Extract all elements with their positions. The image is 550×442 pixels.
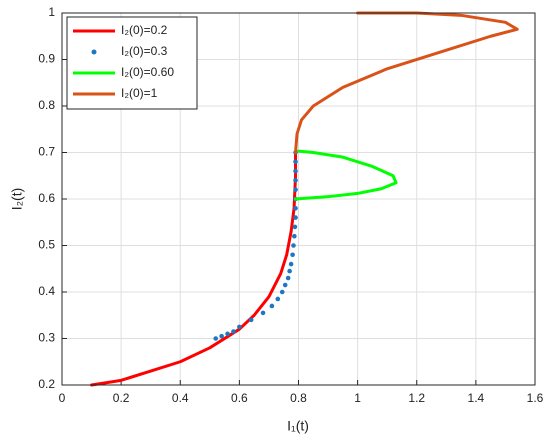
data-point [237, 324, 242, 330]
x-tick-label: 0.6 [231, 391, 248, 405]
x-tick-label: 0.4 [172, 391, 189, 405]
y-tick-label: 0.7 [38, 145, 55, 159]
data-point [285, 275, 291, 281]
data-line [90, 151, 298, 387]
y-tick-label: 0.6 [38, 191, 55, 205]
data-point [291, 243, 296, 248]
data-point [282, 282, 288, 288]
y-tick-label: 0.5 [38, 238, 55, 252]
legend-label: I₂(0)=0.60 [121, 65, 174, 79]
data-point [248, 317, 254, 323]
data-line [294, 11, 519, 154]
data-point [213, 336, 219, 341]
data-point [275, 296, 281, 302]
data-point [269, 303, 275, 309]
x-tick-label: 1.6 [527, 391, 544, 405]
y-tick-label: 0.3 [38, 331, 55, 345]
data-point [279, 289, 285, 295]
data-point [288, 261, 294, 267]
x-tick-label: 1.2 [408, 391, 425, 405]
data-point [219, 333, 224, 339]
data-point [287, 268, 292, 274]
data-point [290, 252, 295, 258]
data-point [292, 233, 297, 239]
data-point [293, 215, 298, 220]
data-point [292, 224, 298, 230]
legend-label: I₂(0)=0.2 [121, 23, 168, 37]
y-tick-label: 0.9 [38, 52, 55, 66]
x-axis-label: I₁(t) [287, 418, 309, 434]
data-point [293, 206, 298, 211]
y-tick-label: 0.8 [38, 98, 55, 112]
legend-marker [91, 49, 97, 55]
data-point [293, 187, 298, 192]
axes-frame [61, 12, 536, 386]
data-point [293, 159, 298, 165]
x-tick-label: 1 [354, 391, 361, 405]
x-tick-label: 0.2 [113, 391, 130, 405]
y-tick-label: 1 [48, 5, 55, 19]
data-point [293, 178, 298, 183]
data-point [225, 331, 230, 337]
y-axis-label: I₂(t) [9, 188, 25, 211]
x-tick-label: 0 [59, 391, 66, 405]
data-point [260, 310, 266, 316]
legend-label: I₂(0)=1 [121, 86, 158, 100]
x-tick-label: 1.4 [468, 391, 485, 405]
data-line [294, 149, 398, 201]
x-tick-label: 0.8 [290, 391, 307, 405]
y-tick-label: 0.2 [38, 377, 55, 391]
data-point [231, 329, 236, 334]
legend-label: I₂(0)=0.3 [121, 44, 168, 58]
y-tick-label: 0.4 [38, 284, 55, 298]
data-point [293, 168, 298, 174]
